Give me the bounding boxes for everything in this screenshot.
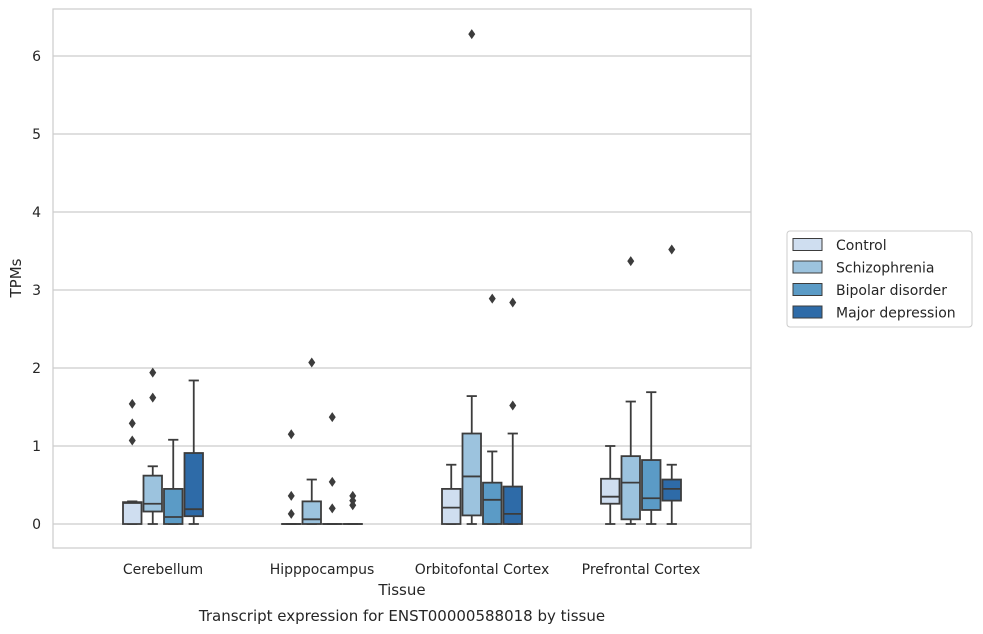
series-control	[122, 398, 621, 525]
y-tick-label: 1	[32, 439, 41, 455]
legend-label: Schizophrenia	[836, 261, 934, 277]
y-axis-ticks: 0 1 2 3 4 5 6	[32, 49, 41, 533]
legend-label: Major depression	[836, 306, 956, 322]
legend-swatch	[792, 283, 823, 296]
box	[620, 455, 641, 521]
outlier-point	[509, 297, 517, 308]
x-axis-ticks: Cerebellum Hipppocampus Orbitofontal Corte…	[123, 562, 700, 578]
box-series	[122, 29, 682, 525]
outlier-point	[468, 29, 476, 40]
legend-swatch	[792, 305, 823, 319]
legend-frame	[786, 230, 973, 328]
box	[301, 500, 322, 525]
legend-label: Control	[836, 238, 887, 254]
box	[661, 478, 682, 502]
series-bipolar-disorder	[163, 293, 662, 525]
legend: Control Schizophrenia Bipolar disorder Majo…	[786, 230, 973, 328]
outlier-point	[349, 490, 357, 501]
y-tick-label: 4	[32, 205, 41, 221]
y-tick-label: 0	[32, 517, 41, 533]
x-tick-label: Cerebellum	[123, 562, 203, 578]
outlier-point	[627, 256, 635, 267]
outlier-point	[328, 503, 336, 514]
box	[641, 459, 662, 511]
chart-caption: Transcript expression for ENST0000058801…	[198, 607, 605, 625]
x-axis-title: Tissue	[377, 581, 425, 599]
outlier-point	[509, 400, 517, 411]
box	[502, 485, 523, 525]
x-tick-label: Prefrontal Cortex	[582, 562, 701, 578]
outlier-point	[128, 435, 136, 446]
legend-label: Bipolar disorder	[836, 283, 947, 299]
outlier-point	[287, 490, 295, 501]
box	[183, 452, 204, 518]
x-tick-label: Hipppocampus	[270, 562, 375, 578]
legend-swatch	[792, 238, 823, 251]
outlier-point	[287, 429, 295, 440]
outlier-point	[668, 244, 676, 255]
y-axis-title: TPMs	[7, 258, 25, 298]
outlier-point	[308, 357, 316, 368]
series-schizophrenia	[142, 29, 641, 525]
box	[441, 487, 462, 525]
box	[482, 481, 503, 525]
y-tick-label: 3	[32, 283, 41, 299]
outlier-point	[488, 293, 496, 304]
box	[122, 501, 143, 525]
series-major-depression	[183, 244, 682, 525]
outlier-point	[149, 392, 157, 403]
outlier-point	[128, 418, 136, 429]
x-tick-label: Orbitofontal Cortex	[415, 562, 550, 578]
y-tick-label: 5	[32, 127, 41, 143]
box	[163, 487, 184, 525]
outlier-point	[287, 508, 295, 519]
y-tick-label: 6	[32, 49, 41, 65]
outlier-point	[328, 476, 336, 487]
box	[600, 477, 621, 505]
y-tick-label: 2	[32, 361, 41, 377]
box	[461, 432, 482, 517]
legend-swatch	[792, 260, 823, 274]
box	[142, 474, 163, 513]
outlier-point	[149, 367, 157, 378]
outlier-point	[328, 412, 336, 423]
outlier-point	[128, 398, 136, 409]
